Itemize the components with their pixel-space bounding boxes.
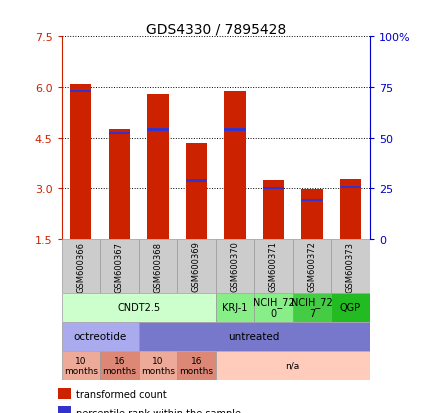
Bar bbox=[109, 133, 130, 135]
Text: 16
months: 16 months bbox=[179, 356, 213, 375]
Title: GDS4330 / 7895428: GDS4330 / 7895428 bbox=[145, 22, 286, 36]
Text: transformed count: transformed count bbox=[76, 389, 166, 399]
Text: GSM600372: GSM600372 bbox=[307, 241, 317, 292]
Bar bbox=[215, 351, 370, 380]
Text: KRJ-1: KRJ-1 bbox=[222, 303, 248, 313]
Bar bbox=[62, 240, 100, 293]
Text: NCIH_72
0: NCIH_72 0 bbox=[252, 297, 295, 318]
Bar bbox=[215, 240, 254, 293]
Bar bbox=[139, 351, 177, 380]
Bar bbox=[139, 322, 370, 351]
Bar bbox=[100, 240, 139, 293]
Bar bbox=[177, 240, 215, 293]
Text: NCIH_72
7: NCIH_72 7 bbox=[291, 297, 333, 318]
Bar bbox=[331, 293, 370, 322]
Text: 10
months: 10 months bbox=[141, 356, 175, 375]
Text: QGP: QGP bbox=[340, 303, 361, 313]
Bar bbox=[58, 388, 71, 399]
Bar bbox=[293, 240, 331, 293]
Text: octreotide: octreotide bbox=[74, 332, 127, 342]
Bar bbox=[186, 143, 207, 240]
Bar bbox=[177, 351, 215, 380]
Text: 10
months: 10 months bbox=[64, 356, 98, 375]
Bar bbox=[186, 180, 207, 182]
Text: CNDT2.5: CNDT2.5 bbox=[117, 303, 160, 313]
Text: GSM600373: GSM600373 bbox=[346, 241, 355, 292]
Bar bbox=[254, 293, 293, 322]
Text: GSM600369: GSM600369 bbox=[192, 241, 201, 292]
Bar bbox=[301, 190, 323, 240]
Bar bbox=[62, 322, 139, 351]
Text: GSM600366: GSM600366 bbox=[76, 241, 85, 292]
Bar bbox=[224, 92, 246, 240]
Bar bbox=[70, 85, 91, 240]
Bar bbox=[340, 186, 361, 189]
Text: untreated: untreated bbox=[229, 332, 280, 342]
Text: 16
months: 16 months bbox=[102, 356, 136, 375]
Bar bbox=[263, 180, 284, 240]
Bar bbox=[147, 129, 168, 132]
Text: GSM600371: GSM600371 bbox=[269, 241, 278, 292]
Bar bbox=[58, 406, 71, 413]
Bar bbox=[224, 129, 246, 132]
Bar bbox=[100, 351, 139, 380]
Text: GSM600367: GSM600367 bbox=[115, 241, 124, 292]
Text: GSM600370: GSM600370 bbox=[230, 241, 239, 292]
Bar bbox=[70, 90, 91, 93]
Bar bbox=[215, 293, 254, 322]
Bar bbox=[62, 293, 215, 322]
Bar bbox=[263, 187, 284, 190]
Bar bbox=[254, 240, 293, 293]
Text: GSM600368: GSM600368 bbox=[153, 241, 162, 292]
Bar bbox=[340, 180, 361, 240]
Text: percentile rank within the sample: percentile rank within the sample bbox=[76, 408, 241, 413]
Bar bbox=[147, 95, 168, 240]
Bar bbox=[331, 240, 370, 293]
Bar bbox=[293, 293, 331, 322]
Bar bbox=[109, 130, 130, 240]
Bar bbox=[139, 240, 177, 293]
Text: n/a: n/a bbox=[286, 361, 300, 370]
Bar bbox=[62, 351, 100, 380]
Bar bbox=[301, 199, 323, 202]
